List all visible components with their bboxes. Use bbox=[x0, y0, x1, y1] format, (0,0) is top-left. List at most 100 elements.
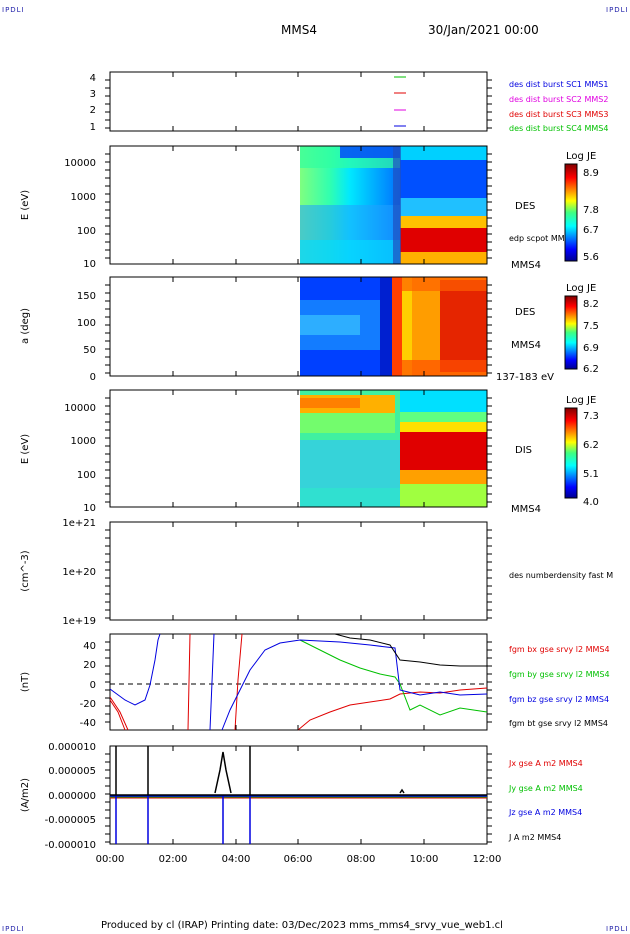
current-ylabel: (A/m2) bbox=[20, 778, 31, 812]
coverage-legend-2: des dist burst SC2 MMS2 bbox=[509, 95, 608, 104]
des-pitch-spectrogram bbox=[300, 277, 487, 376]
current-legend-j: J A m2 MMS4 bbox=[508, 833, 561, 842]
des-pitch-sc-label: MMS4 bbox=[511, 340, 541, 351]
des-energy-ytick-1000: 1000 bbox=[71, 192, 96, 203]
bfield-trace-bx bbox=[109, 699, 126, 731]
xtick-0000: 00:00 bbox=[96, 854, 125, 865]
current-traces bbox=[110, 746, 487, 844]
des-pitch-cb-tick-4: 6.2 bbox=[583, 364, 599, 375]
bfield-trace-bx-path bbox=[109, 633, 488, 731]
panel-dis-energy: 10000 1000 100 10 E (eV) DIS MMS4 Log JE… bbox=[20, 389, 599, 515]
density-ytick-1e19: 1e+19 bbox=[62, 616, 96, 627]
des-energy-scpot-label: edp scpot MMS4 bbox=[509, 234, 575, 243]
xtick-1000: 10:00 bbox=[410, 854, 439, 865]
current-legend-jy: Jy gse A m2 MMS4 bbox=[508, 784, 583, 793]
des-energy-sc-label: MMS4 bbox=[511, 260, 541, 271]
panel-current-density: 0.000010 0.000005 0.000000 -0.000005 -0.… bbox=[20, 742, 583, 851]
corner-label-tl: IPDLI bbox=[2, 6, 25, 14]
current-ytick-2: 0.000005 bbox=[48, 766, 96, 777]
panel-coverage: 4 3 2 1 des dist burst SC1 MMS1 des dist… bbox=[90, 71, 608, 133]
panel-magnetic-field: 40 20 0 -20 -40 (nT) fgm bx gse srvy l2 … bbox=[20, 633, 610, 731]
current-ytick-5: -0.000010 bbox=[45, 840, 96, 851]
des-energy-cb-tick-1: 8.9 bbox=[583, 168, 599, 179]
des-energy-label: DES bbox=[515, 201, 535, 212]
bfield-trace-by bbox=[299, 639, 488, 716]
bfield-ytick-neg20: -20 bbox=[80, 699, 96, 710]
bfield-legend-bx: fgm bx gse srvy l2 MMS4 bbox=[509, 645, 610, 654]
bfield-legend-by: fgm by gse srvy l2 MMS4 bbox=[509, 670, 610, 679]
panel-density: 1e+21 1e+20 1e+19 (cm^-3) des numberdens… bbox=[20, 518, 613, 627]
des-energy-cb-tick-3: 6.7 bbox=[583, 225, 599, 236]
bfield-legend-bt: fgm bt gse srvy l2 MMS4 bbox=[509, 719, 608, 728]
dis-energy-ytick-1000: 1000 bbox=[71, 436, 96, 447]
coverage-ytick-4: 4 bbox=[90, 73, 96, 84]
density-legend-1: des numberdensity fast M bbox=[509, 571, 613, 580]
current-ytick-4: -0.000005 bbox=[45, 815, 96, 826]
des-energy-cb-tick-2: 7.8 bbox=[583, 205, 599, 216]
current-legend-jx: Jx gse A m2 MMS4 bbox=[508, 759, 583, 768]
x-axis: 00:00 02:00 04:00 06:00 08:00 10:00 12:0… bbox=[96, 854, 502, 865]
current-ytick-1: 0.000010 bbox=[48, 742, 96, 753]
xtick-1200: 12:00 bbox=[473, 854, 502, 865]
dis-energy-ytick-10000: 10000 bbox=[64, 403, 96, 414]
bfield-ylabel: (nT) bbox=[20, 672, 31, 692]
des-energy-cb-tick-4: 5.6 bbox=[583, 252, 599, 263]
dis-energy-ytick-100: 100 bbox=[77, 470, 96, 481]
xtick-0800: 08:00 bbox=[347, 854, 376, 865]
des-pitch-colorbar-title: Log JE bbox=[566, 283, 596, 294]
bfield-ytick-0: 0 bbox=[90, 680, 96, 691]
density-ylabel: (cm^-3) bbox=[20, 550, 31, 591]
xtick-0200: 02:00 bbox=[159, 854, 188, 865]
xtick-0400: 04:00 bbox=[222, 854, 251, 865]
panel-coverage-frame bbox=[109, 71, 488, 132]
dis-energy-sc-label: MMS4 bbox=[511, 504, 541, 515]
des-energy-ytick-10: 10 bbox=[83, 259, 96, 270]
dis-energy-cb-tick-2: 6.2 bbox=[583, 440, 599, 451]
coverage-ytick-1: 1 bbox=[90, 122, 96, 133]
des-pitch-ytick-50: 50 bbox=[83, 345, 96, 356]
des-energy-ytick-10000: 10000 bbox=[64, 158, 96, 169]
spacecraft-title: MMS4 bbox=[281, 23, 317, 37]
panel-magnetic-field-frame bbox=[109, 633, 488, 731]
des-pitch-label: DES bbox=[515, 307, 535, 318]
coverage-legend-3: des dist burst SC3 MMS3 bbox=[509, 110, 608, 119]
des-pitch-ytick-100: 100 bbox=[77, 318, 96, 329]
coverage-legend-1: des dist burst SC1 MMS1 bbox=[509, 80, 608, 89]
dis-energy-ylabel: E (eV) bbox=[20, 434, 31, 464]
footer-text: Produced by cl (IRAP) Printing date: 03/… bbox=[101, 920, 503, 931]
density-ytick-1e20: 1e+20 bbox=[62, 567, 96, 578]
dis-energy-cb-tick-3: 5.1 bbox=[583, 469, 599, 480]
dis-energy-ytick-10: 10 bbox=[83, 503, 96, 514]
corner-label-tr: IPDLI bbox=[606, 6, 629, 14]
panel-des-pitch: 150 100 50 0 a (deg) DES MMS4 137-183 eV… bbox=[20, 276, 599, 383]
bfield-ytick-neg40: -40 bbox=[80, 718, 96, 729]
des-energy-colorbar-title: Log JE bbox=[566, 151, 596, 162]
des-pitch-cb-tick-1: 8.2 bbox=[583, 299, 599, 310]
bfield-ytick-20: 20 bbox=[83, 660, 96, 671]
dis-energy-cb-tick-1: 7.3 bbox=[583, 411, 599, 422]
des-pitch-ylabel: a (deg) bbox=[20, 308, 31, 344]
des-energy-colorbar bbox=[564, 163, 578, 262]
des-pitch-ytick-150: 150 bbox=[77, 291, 96, 302]
dis-energy-colorbar bbox=[564, 407, 578, 499]
bfield-trace-bt bbox=[334, 633, 487, 667]
coverage-ytick-3: 3 bbox=[90, 89, 96, 100]
xtick-0600: 06:00 bbox=[284, 854, 313, 865]
corner-label-br: IPDLI bbox=[606, 925, 629, 933]
corner-label-bl: IPDLI bbox=[2, 925, 25, 933]
bfield-trace-bz bbox=[109, 633, 488, 731]
current-ytick-3: 0.000000 bbox=[48, 791, 96, 802]
current-trace-jz bbox=[110, 795, 487, 844]
des-pitch-cb-tick-2: 7.5 bbox=[583, 321, 599, 332]
des-energy-spectrogram bbox=[300, 146, 487, 264]
des-pitch-ytick-0: 0 bbox=[90, 372, 96, 383]
bfield-legend-bz: fgm bz gse srvy l2 MMS4 bbox=[509, 695, 609, 704]
des-pitch-cb-tick-3: 6.9 bbox=[583, 343, 599, 354]
dis-energy-colorbar-title: Log JE bbox=[566, 395, 596, 406]
panel-density-frame bbox=[109, 521, 488, 621]
dis-energy-cb-tick-4: 4.0 bbox=[583, 497, 599, 508]
des-energy-ytick-100: 100 bbox=[77, 226, 96, 237]
density-ytick-1e21: 1e+21 bbox=[62, 518, 96, 529]
coverage-ytick-2: 2 bbox=[90, 105, 96, 116]
